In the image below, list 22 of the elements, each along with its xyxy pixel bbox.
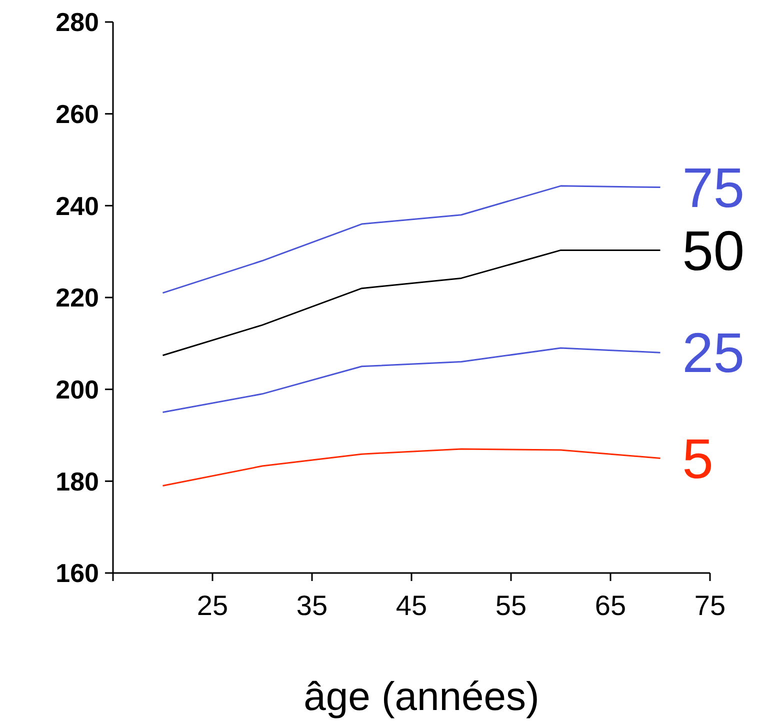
x-tick-label: 45 — [396, 590, 428, 621]
x-tick-label: 35 — [296, 590, 328, 621]
x-tick-label: 25 — [196, 590, 228, 621]
y-tick-label: 220 — [56, 282, 99, 313]
y-tick-label: 180 — [56, 466, 99, 496]
x-tick-label: 75 — [694, 590, 726, 621]
series-label: 5 — [682, 426, 714, 490]
x-axis-title: âge (années) — [304, 675, 540, 719]
line-series — [162, 347, 661, 414]
line-series — [162, 185, 661, 294]
line-series — [162, 249, 661, 356]
series-label: 75 — [682, 156, 745, 219]
series-label: 50 — [682, 218, 745, 282]
x-tick-label: 65 — [594, 590, 626, 621]
line-series — [162, 448, 661, 487]
y-tick-label: 240 — [56, 190, 99, 221]
y-tick-label: 200 — [56, 374, 99, 404]
y-tick-label: 260 — [56, 98, 99, 129]
x-tick-label: 55 — [495, 590, 527, 621]
series-label: 25 — [682, 321, 745, 384]
y-tick-label: 280 — [56, 7, 99, 38]
y-tick-label: 160 — [56, 558, 99, 588]
